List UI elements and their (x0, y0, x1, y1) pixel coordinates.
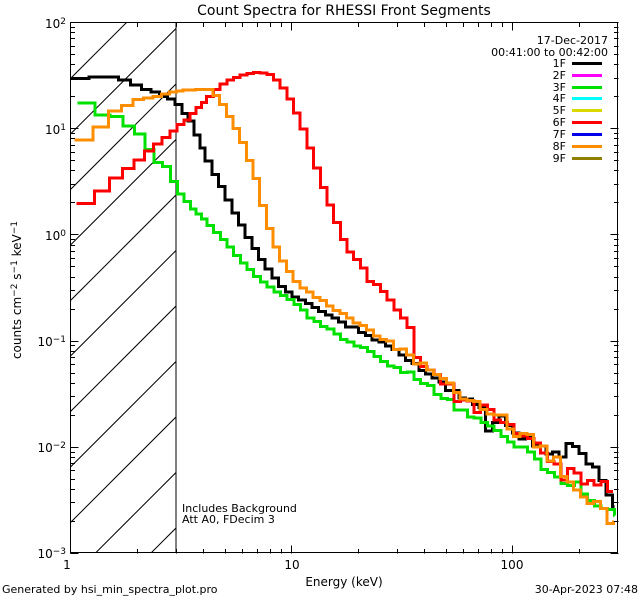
legend-swatch-5f (572, 109, 602, 112)
legend-label-7f: 7F (552, 128, 566, 141)
legend-label-1f: 1F (552, 57, 566, 70)
y-tick-100: 102 (44, 17, 66, 31)
x-tick-100: 100 (500, 558, 524, 572)
spectra-curves (70, 71, 616, 526)
hatched-background-region (70, 22, 176, 553)
y-tick-1: 100 (44, 229, 66, 243)
annotation-attenuator-state: Att A0, FDecim 3 (182, 513, 275, 526)
date-line-1: 17-Dec-2017 (536, 34, 608, 47)
legend-swatch-6f (572, 121, 602, 124)
legend-label-8f: 8F (552, 140, 566, 153)
y-tick-0p1: 10−1 (37, 335, 66, 349)
legend-label-2f: 2F (552, 69, 566, 82)
y-tick-0p01: 10−2 (37, 441, 66, 455)
series-curve-8f (74, 87, 616, 526)
y-axis-label: counts cm−2 s−1 keV−1 (10, 220, 24, 360)
legend-label-3f: 3F (552, 81, 566, 94)
legend-label-4f: 4F (552, 92, 566, 105)
legend-swatch-8f (572, 145, 602, 148)
x-tick-10: 10 (284, 558, 300, 572)
legend-swatch-7f (572, 133, 602, 136)
series-curve-6f (76, 71, 614, 493)
legend-swatch-3f (572, 86, 602, 89)
legend-label-5f: 5F (552, 104, 566, 117)
x-tick-1: 1 (63, 558, 71, 572)
x-axis-label: Energy (keV) (305, 575, 383, 589)
page-title: Count Spectra for RHESSI Front Segments (197, 3, 491, 19)
footer-generated-by: Generated by hsi_min_spectra_plot.pro (2, 583, 218, 596)
y-tick-0p001: 10−3 (37, 547, 66, 561)
footer-render-date: 30-Apr-2023 07:48 (534, 583, 638, 596)
legend-label-6f: 6F (552, 116, 566, 129)
legend-swatch-1f (572, 62, 602, 65)
legend-swatch-4f (572, 97, 602, 100)
series-curve-3f (77, 101, 616, 518)
axis-ticks (70, 22, 619, 554)
plot-frame (70, 22, 618, 553)
annotation-includes-background: Includes Background (182, 502, 297, 515)
legend-swatch-9f (572, 157, 602, 160)
legend-label-9f: 9F (552, 152, 566, 165)
date-line-2: 00:41:00 to 00:42:00 (491, 46, 608, 59)
y-tick-10: 101 (44, 123, 66, 137)
legend-swatch-2f (572, 74, 602, 77)
